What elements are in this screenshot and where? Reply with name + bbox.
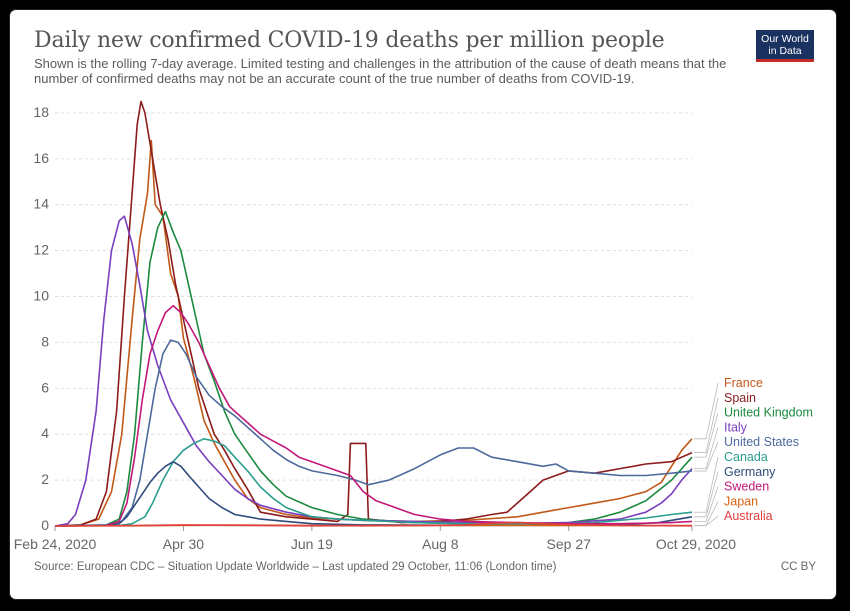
legend-label: France [724, 376, 763, 390]
legend-connector [694, 501, 719, 526]
x-tick-label: Oct 29, 2020 [656, 536, 736, 552]
chart-title: Daily new confirmed COVID-19 deaths per … [34, 28, 665, 53]
legend-connector [694, 382, 719, 440]
series-line-sweden [54, 304, 693, 527]
y-tick-label: 10 [33, 288, 49, 304]
legend-label: United Kingdom [724, 406, 813, 420]
logo-line-1: Our World [761, 33, 809, 45]
line-chart: 0 2 4 6 8 10 12 14 16 18 Feb 24, 2020 Apr 30 Jun 19 A… [14, 100, 813, 552]
legend-connector [694, 442, 719, 472]
y-tick-label: 6 [41, 379, 49, 395]
legend-label: Sweden [724, 480, 769, 494]
y-tick-label: 16 [33, 150, 49, 166]
legend-connector [694, 471, 719, 518]
y-tick-label: 2 [41, 471, 49, 487]
x-tick-label: Feb 24, 2020 [14, 536, 97, 552]
y-tick-label: 12 [33, 242, 49, 258]
legend-connector [694, 397, 719, 453]
y-tick-label: 0 [41, 517, 49, 533]
legend-label: Canada [724, 450, 768, 464]
chart-subtitle: Shown is the rolling 7-day average. Limi… [34, 56, 727, 86]
source-note: Source: European CDC – Situation Update … [34, 561, 557, 573]
logo-line-2: in Data [768, 45, 802, 57]
x-tick-label: Apr 30 [163, 536, 204, 552]
y-tick-label: 4 [41, 425, 49, 441]
y-tick-label: 18 [33, 104, 49, 120]
legend-label: United States [724, 435, 799, 449]
legend-label: Germany [724, 465, 776, 479]
legend-label: Italy [724, 420, 748, 434]
legend-label: Japan [724, 494, 758, 508]
legend-label: Spain [724, 391, 756, 405]
legend-connector [694, 412, 719, 458]
legend-label: Australia [724, 509, 773, 523]
y-tick-label: 14 [33, 196, 49, 212]
series-line-spain [54, 100, 693, 527]
series-line-australia [54, 521, 693, 527]
series-line-france [54, 139, 693, 527]
series-line-italy [54, 215, 693, 527]
license-label[interactable]: CC BY [780, 561, 816, 573]
series-line-united-kingdom [54, 210, 693, 527]
owid-logo[interactable]: Our World in Data [756, 30, 814, 62]
legend-connector [694, 486, 719, 522]
legend-connector [694, 427, 719, 470]
series-line-germany [54, 460, 693, 527]
legend-connector [694, 456, 719, 513]
chart-card: Daily new confirmed COVID-19 deaths per … [10, 10, 836, 599]
legend-connector [694, 515, 719, 527]
y-tick-label: 8 [41, 333, 49, 349]
x-tick-label: Sep 27 [547, 536, 592, 552]
x-tick-label: Aug 8 [422, 536, 459, 552]
series-line-united-states [54, 339, 693, 527]
x-tick-label: Jun 19 [291, 536, 333, 552]
